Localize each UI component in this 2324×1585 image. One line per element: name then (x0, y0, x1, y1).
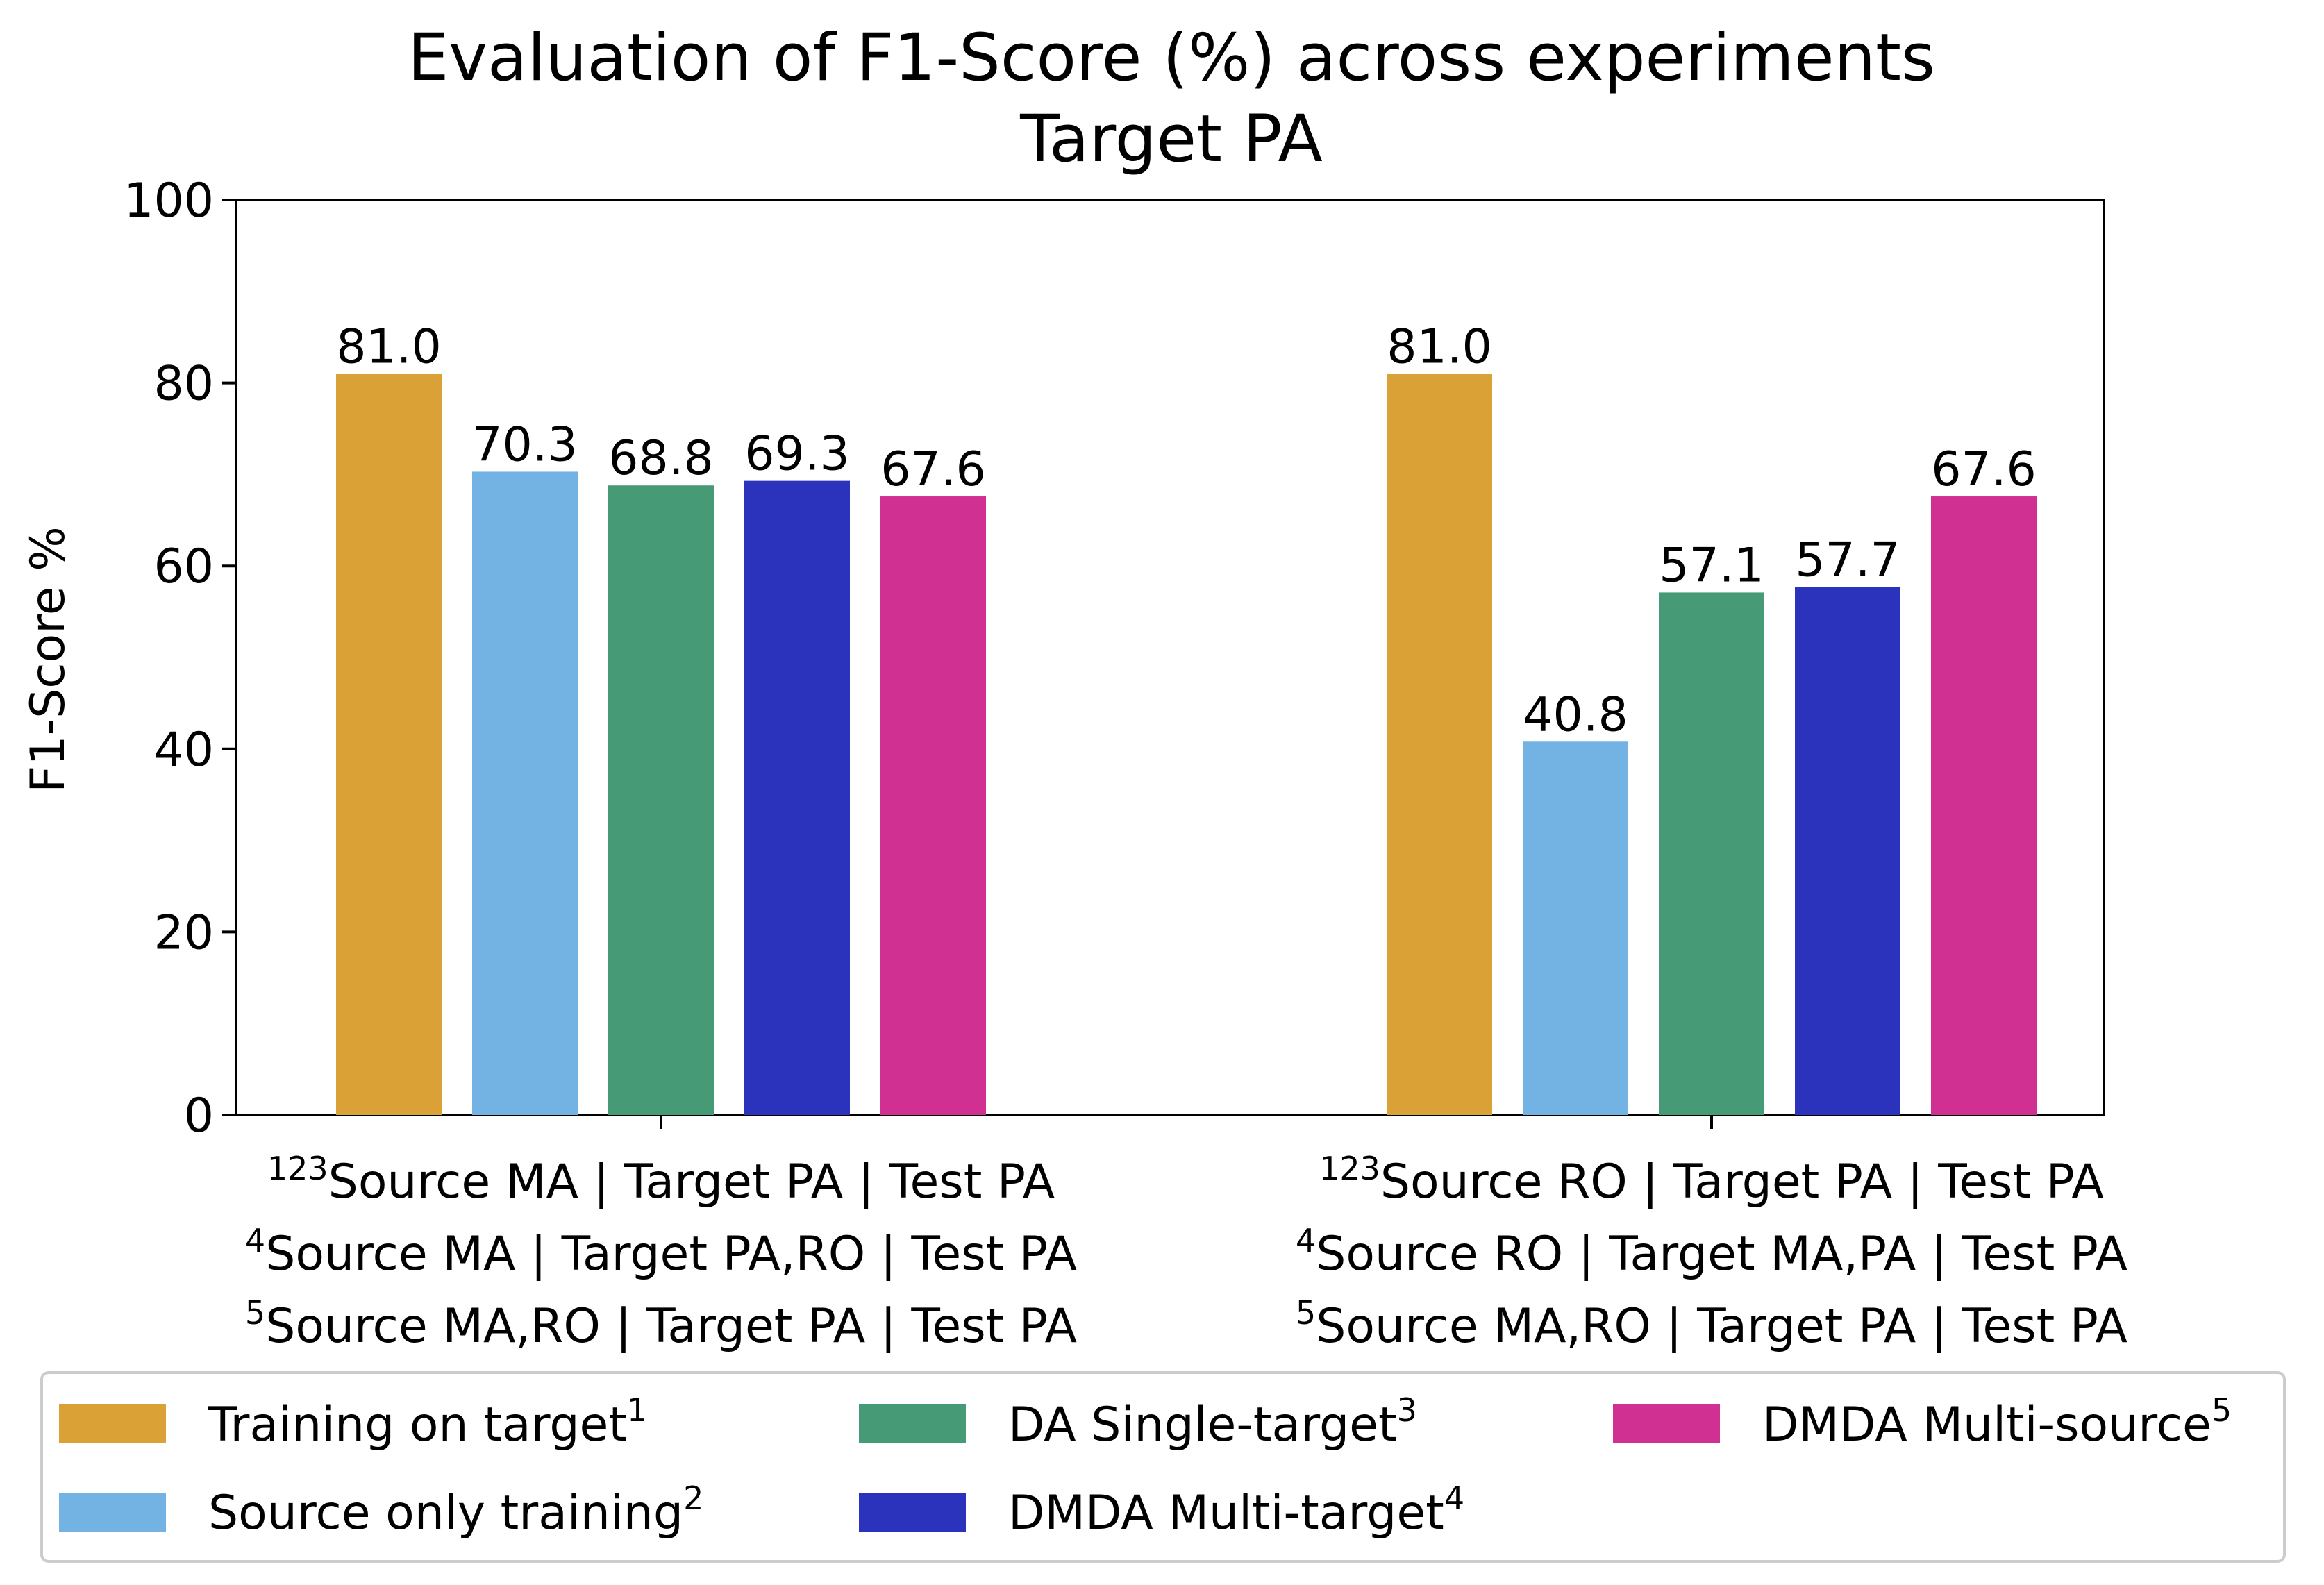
legend-label-superscript: 5 (2212, 1391, 2232, 1429)
x-tick-label: 4Source MA | Target PA,RO | Test PA (245, 1222, 1077, 1282)
bar-value-label: 57.1 (1659, 538, 1764, 593)
bar-value-label: 67.6 (880, 442, 985, 497)
legend-label: DMDA Multi-source5 (1762, 1391, 2232, 1452)
x-tick-label-superscript: 4 (245, 1222, 265, 1259)
legend-label-superscript: 1 (627, 1391, 647, 1429)
legend-label-superscript: 3 (1397, 1391, 1417, 1429)
axes-frame (235, 199, 2105, 1116)
x-tick-label-superscript: 5 (1296, 1294, 1316, 1332)
x-tick-label-text: Source MA,RO | Target PA | Test PA (1316, 1299, 2127, 1354)
x-tick-label-superscript: 5 (245, 1294, 265, 1332)
legend-label: Training on target1 (208, 1391, 647, 1452)
legend-frame (40, 1371, 2286, 1563)
plot-area: 0 20 40 60 80 100 81.0 81.0 70.3 40.8 68.8 57.1 69.3… (124, 174, 2127, 1354)
bar-value-label: 67.6 (1931, 442, 2036, 497)
x-tick-label-text: Source MA,RO | Target PA | Test PA (265, 1299, 1077, 1354)
legend-label: DMDA Multi-target4 (1008, 1479, 1464, 1541)
x-tick-label-text: Source MA | Target PA,RO | Test PA (265, 1227, 1077, 1282)
y-tick-label: 80 (153, 357, 214, 412)
legend: Training on target1 Source only training2… (40, 1371, 2286, 1563)
legend-swatch (59, 1493, 166, 1532)
bar-value-label: 40.8 (1523, 687, 1628, 742)
bar-value-label: 81.0 (336, 319, 441, 374)
bar (1659, 592, 1764, 1115)
x-tick-label-superscript: 4 (1296, 1222, 1316, 1259)
bar (608, 485, 714, 1115)
bar-value-label: 57.7 (1795, 533, 1900, 588)
legend-label: DA Single-target3 (1008, 1391, 1417, 1452)
bar (1523, 741, 1628, 1115)
x-tick-label-text: Source RO | Target MA,PA | Test PA (1316, 1227, 2127, 1282)
x-tick-label-text: Source MA | Target PA | Test PA (328, 1155, 1055, 1209)
bar-value-label: 81.0 (1387, 319, 1491, 374)
chart-subtitle: Target PA (1019, 101, 1323, 177)
x-tick-label-superscript: 123 (267, 1150, 328, 1187)
bar-value-label: 69.3 (744, 427, 849, 482)
y-tick-label: 40 (153, 723, 214, 778)
y-tick-label: 20 (153, 905, 214, 960)
y-tick-label: 0 (184, 1089, 214, 1143)
x-tick-label: 5Source MA,RO | Target PA | Test PA (1296, 1294, 2127, 1354)
x-tick-label: 123Source MA | Target PA | Test PA (267, 1150, 1055, 1209)
legend-label-text: DMDA Multi-source (1762, 1398, 2212, 1452)
bar (744, 480, 850, 1115)
bar (1387, 374, 1492, 1116)
y-axis-label: F1-Score % (21, 526, 76, 793)
legend-swatch (59, 1404, 166, 1443)
legend-swatch (859, 1404, 966, 1443)
bar (336, 374, 442, 1116)
y-tick-label: 100 (124, 174, 214, 228)
bar-value-label: 70.3 (472, 417, 577, 472)
legend-swatch (1613, 1404, 1720, 1443)
legend-label-superscript: 2 (683, 1479, 703, 1517)
bar-value-label: 68.8 (608, 431, 713, 486)
chart-title: Evaluation of F1-Score (%) across experi… (408, 20, 1935, 96)
bar (1795, 587, 1900, 1115)
legend-label-text: DA Single-target (1008, 1398, 1397, 1452)
bar (1931, 496, 2037, 1115)
legend-label: Source only training2 (208, 1479, 703, 1541)
bar (472, 471, 578, 1115)
legend-label-text: Training on target (208, 1398, 627, 1452)
legend-label-text: Source only training (208, 1486, 683, 1541)
legend-label-text: DMDA Multi-target (1008, 1486, 1444, 1541)
x-tick-label: 4Source RO | Target MA,PA | Test PA (1296, 1222, 2127, 1282)
y-tick-label: 60 (153, 539, 214, 594)
x-tick-label-superscript: 123 (1319, 1150, 1380, 1187)
bar (880, 496, 986, 1115)
legend-swatch (859, 1493, 966, 1532)
x-tick-label: 123Source RO | Target PA | Test PA (1319, 1150, 2104, 1209)
legend-label-superscript: 4 (1444, 1479, 1464, 1517)
x-tick-label-text: Source RO | Target PA | Test PA (1380, 1155, 2104, 1209)
x-tick-label: 5Source MA,RO | Target PA | Test PA (245, 1294, 1077, 1354)
